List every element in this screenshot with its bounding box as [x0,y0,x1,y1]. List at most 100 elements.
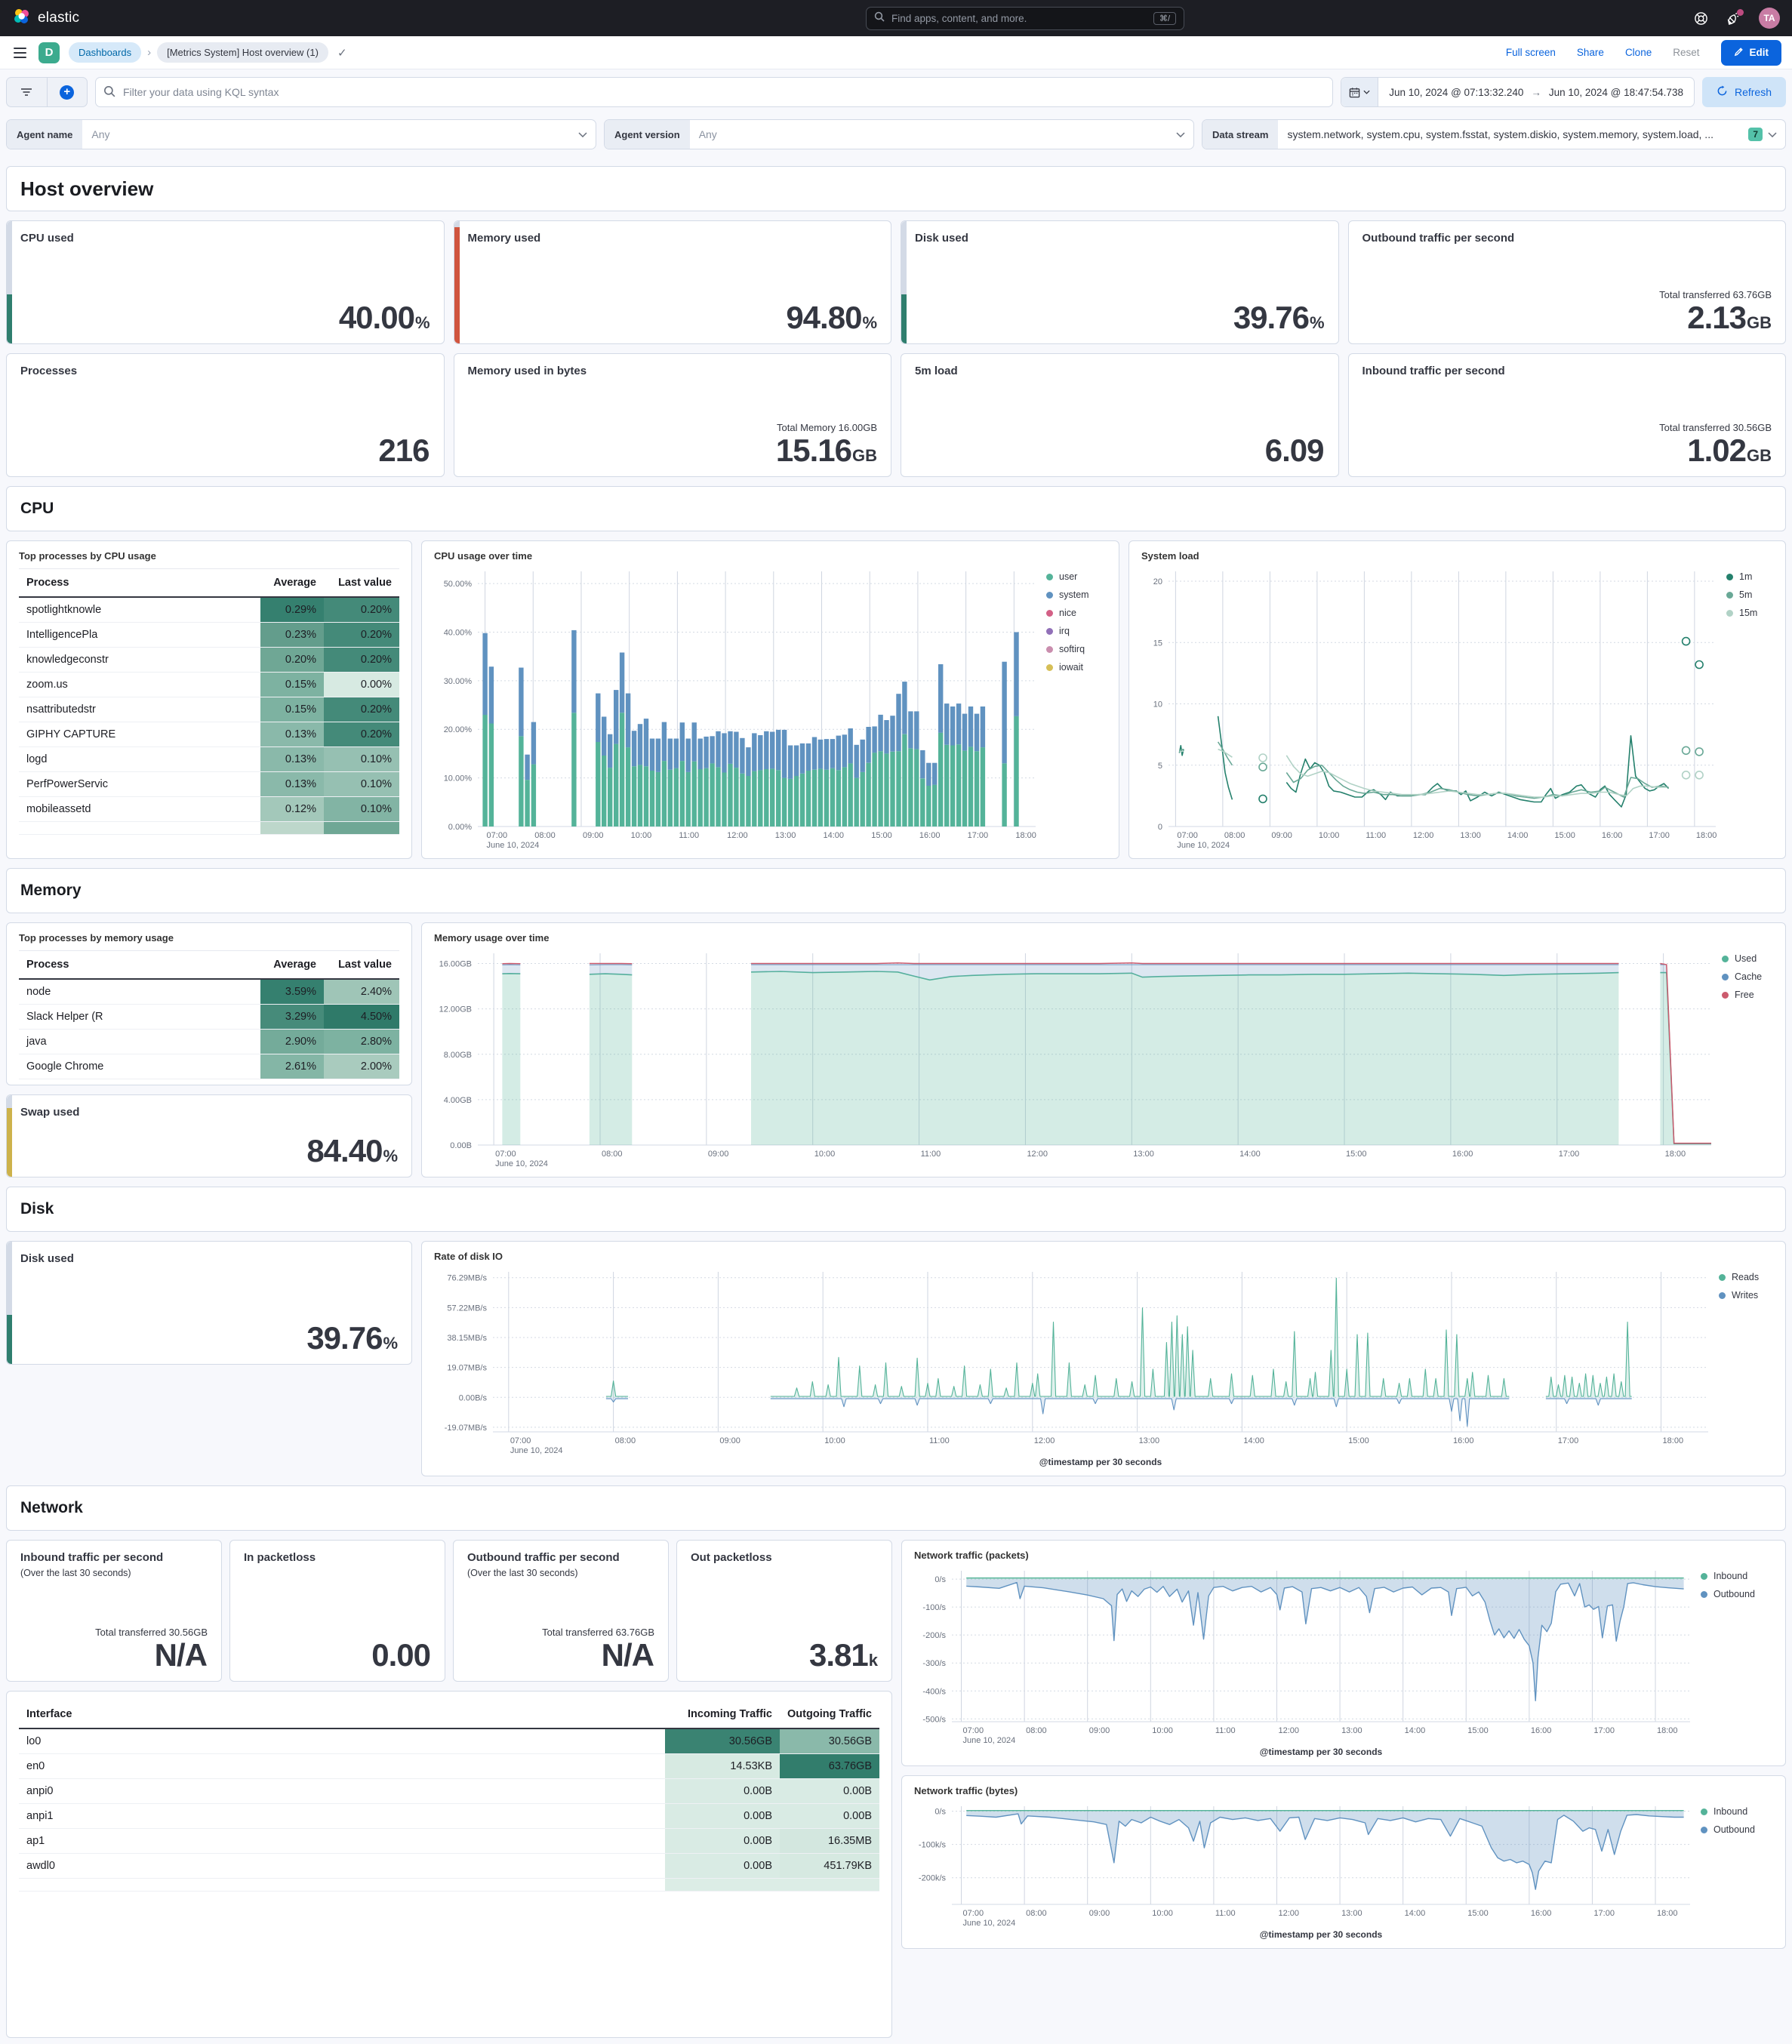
disk-io-chart[interactable]: 07:00 June 10, 2024 08:00 09:00 10:00 11:00 12… [428,1266,1779,1471]
process-name [19,821,260,835]
date-to[interactable]: Jun 10, 2024 @ 18:47:54.738 [1548,86,1683,98]
svg-text:14:00: 14:00 [1405,1726,1426,1735]
average-cell: 0.12% [260,796,324,822]
incoming-cell: 0.00B [665,1803,780,1829]
news-icon[interactable] [1726,8,1744,26]
legend-item[interactable]: nice [1046,608,1113,618]
date-from[interactable]: Jun 10, 2024 @ 07:13:32.240 [1389,86,1524,98]
chevron-down-icon [1363,90,1370,94]
process-name: spotlightknowle [19,597,260,623]
full-screen-button[interactable]: Full screen [1505,47,1556,58]
chart-title: System load [1141,550,1199,562]
refresh-button[interactable]: Refresh [1701,77,1786,107]
legend-item[interactable]: user [1046,571,1113,582]
outgoing-cell: 30.56GB [780,1728,879,1754]
legend-item[interactable]: 1m [1726,571,1779,582]
network-bytes-chart[interactable]: 07:00 June 10, 2024 08:00 09:00 10:00 11:00 12… [908,1800,1779,1944]
legend-item[interactable]: Writes [1719,1290,1779,1301]
metric-title: Out packetloss [691,1551,772,1564]
dashboard-controls: Agent name Any Agent version Any Data st… [0,113,1792,166]
network-bytes-chart-panel: Network traffic (bytes) 07:00 June 10, 20… [901,1775,1786,1949]
svg-text:-200/s: -200/s [922,1631,946,1640]
legend-dot-icon [1701,1572,1707,1580]
legend-item[interactable]: 5m [1726,589,1779,600]
edit-button[interactable]: Edit [1720,39,1781,66]
average-cell: 0.15% [260,697,324,722]
svg-text:10:00: 10:00 [1152,1909,1173,1918]
clone-button[interactable]: Clone [1624,47,1652,58]
elastic-brand[interactable]: elastic [12,7,79,30]
chart-legend: Used Cache Free [1722,947,1779,1172]
share-button[interactable]: Share [1576,47,1604,58]
dashboard-app-badge[interactable]: D [38,42,60,63]
control-agent-name[interactable]: Agent name Any [6,119,596,149]
metric-value: 15.16GB [775,432,877,468]
svg-text:18:00: 18:00 [1657,1726,1678,1735]
breadcrumb-dashboards[interactable]: Dashboards [69,42,142,63]
svg-text:09:00: 09:00 [1089,1909,1110,1918]
global-search-input[interactable]: Find apps, content, and more. ⌘/ [866,7,1184,30]
last-value-cell: 0.10% [324,796,399,822]
legend-label: Reads [1732,1272,1760,1282]
process-name: mobileassetd [19,796,260,822]
interface-name: anpi0 [19,1778,665,1804]
legend-item[interactable]: irq [1046,626,1113,636]
legend-item[interactable]: Used [1722,953,1779,964]
svg-text:16.00GB: 16.00GB [439,960,472,969]
menu-icon[interactable] [11,45,29,61]
metric-secondary-value: Total transferred 30.56GB [95,1626,208,1638]
reset-button[interactable]: Reset [1673,47,1700,58]
process-name: zoom.us [19,672,260,697]
add-filter-button[interactable]: + [46,78,88,106]
svg-text:10:00: 10:00 [824,1436,845,1445]
svg-text:15:00: 15:00 [1348,1436,1369,1445]
help-icon[interactable] [1694,11,1708,26]
calendar-button[interactable] [1341,78,1379,106]
kql-filter-input[interactable] [95,77,1334,107]
legend-item[interactable]: system [1046,589,1113,600]
legend-label: Outbound [1713,1589,1755,1599]
control-data-stream[interactable]: Data stream system.network, system.cpu, … [1202,119,1786,149]
legend-item[interactable]: Reads [1719,1272,1779,1282]
refresh-icon [1717,85,1728,99]
interface-name: awdl0 [19,1853,665,1879]
svg-text:16:00: 16:00 [919,831,941,840]
metric-value: 84.40% [306,1132,398,1168]
legend-item[interactable]: 15m [1726,608,1779,618]
cpu-usage-chart[interactable]: 07:00 June 10, 2024 08:00 09:00 10:00 11:00 12… [428,565,1113,854]
last-value-cell: 0.20% [324,647,399,673]
chart-title: Network traffic (packets) [914,1550,1029,1561]
metric-secondary-value: Total Memory 16.00GB [777,421,877,433]
legend-item[interactable]: Free [1722,990,1779,1000]
filter-settings-button[interactable] [7,78,47,106]
legend-item[interactable]: Cache [1722,971,1779,982]
average-cell: 0.13% [260,771,324,797]
network-packets-chart[interactable]: 07:00 June 10, 2024 08:00 09:00 10:00 11:00 12… [908,1565,1779,1761]
legend-item[interactable]: Inbound [1701,1571,1779,1581]
memory-usage-chart[interactable]: 07:00 June 10, 2024 08:00 09:00 10:00 11:00 12… [428,947,1779,1172]
legend-item[interactable]: iowait [1046,662,1113,673]
legend-label: system [1059,589,1089,600]
legend-item[interactable]: Inbound [1701,1806,1779,1817]
metric-subtitle: (Over the last 30 seconds) [467,1567,578,1578]
svg-text:12:00: 12:00 [1027,1150,1048,1159]
table-row: node 3.59% 2.40% [19,979,399,1005]
last-value-cell: 4.50% [324,1004,399,1030]
legend-dot-icon [1046,591,1053,599]
incoming-cell: 30.56GB [665,1728,780,1754]
last-value-cell: 0.20% [324,597,399,623]
breadcrumb-current[interactable]: [Metrics System] Host overview (1) [157,42,328,63]
legend-item[interactable]: Outbound [1701,1589,1779,1599]
metric-stripe [7,221,12,343]
outgoing-cell: 0.00B [780,1803,879,1829]
system-load-chart[interactable]: 07:00 June 10, 2024 08:00 09:00 10:00 11:00 12… [1135,565,1779,854]
legend-item[interactable]: Outbound [1701,1824,1779,1835]
svg-text:-500/s: -500/s [922,1715,946,1724]
average-cell: 0.29% [260,597,324,623]
svg-text:13:00: 13:00 [1460,831,1481,840]
user-avatar[interactable]: TA [1759,8,1780,29]
svg-text:18:00: 18:00 [1663,1436,1684,1445]
chart-title: Memory usage over time [434,932,550,944]
control-agent-version[interactable]: Agent version Any [604,119,1194,149]
legend-item[interactable]: softirq [1046,644,1113,654]
